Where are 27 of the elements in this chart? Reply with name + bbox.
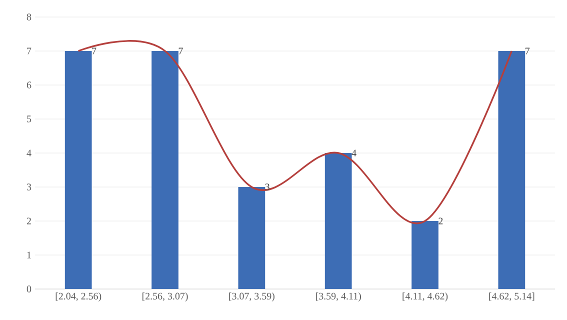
x-tick-label: [2.56, 3.07) (142, 292, 188, 302)
bar (238, 187, 266, 289)
bar (498, 51, 526, 289)
y-tick-label: 2 (26, 218, 31, 224)
bar (152, 51, 178, 289)
bar (64, 51, 92, 289)
y-tick-label: 8 (26, 14, 32, 20)
data-label: 7 (526, 48, 530, 54)
y-tick-label: 7 (27, 48, 32, 54)
x-tick-label: [3.59, 4.11) (316, 292, 361, 302)
data-label: 4 (352, 150, 356, 156)
data-label: 7 (92, 48, 96, 54)
bar (412, 221, 438, 289)
y-tick-label: 6 (26, 82, 32, 88)
data-label: 2 (438, 218, 443, 224)
y-tick-label: 3 (26, 184, 32, 190)
y-tick-label: 4 (26, 150, 32, 156)
data-label: 7 (178, 48, 183, 54)
data-label: 3 (265, 184, 270, 190)
bar (324, 153, 352, 289)
x-tick-label: [4.62, 5.14] (489, 292, 534, 301)
x-tick-label: [4.11, 4.62) (402, 292, 448, 302)
y-tick-label: 5 (27, 116, 32, 122)
x-tick-label: [2.04, 2.56) (56, 292, 102, 302)
y-tick-label: 0 (26, 286, 32, 292)
y-tick-label: 1 (27, 252, 31, 258)
x-tick-label: [3.07, 3.59) (229, 292, 274, 302)
